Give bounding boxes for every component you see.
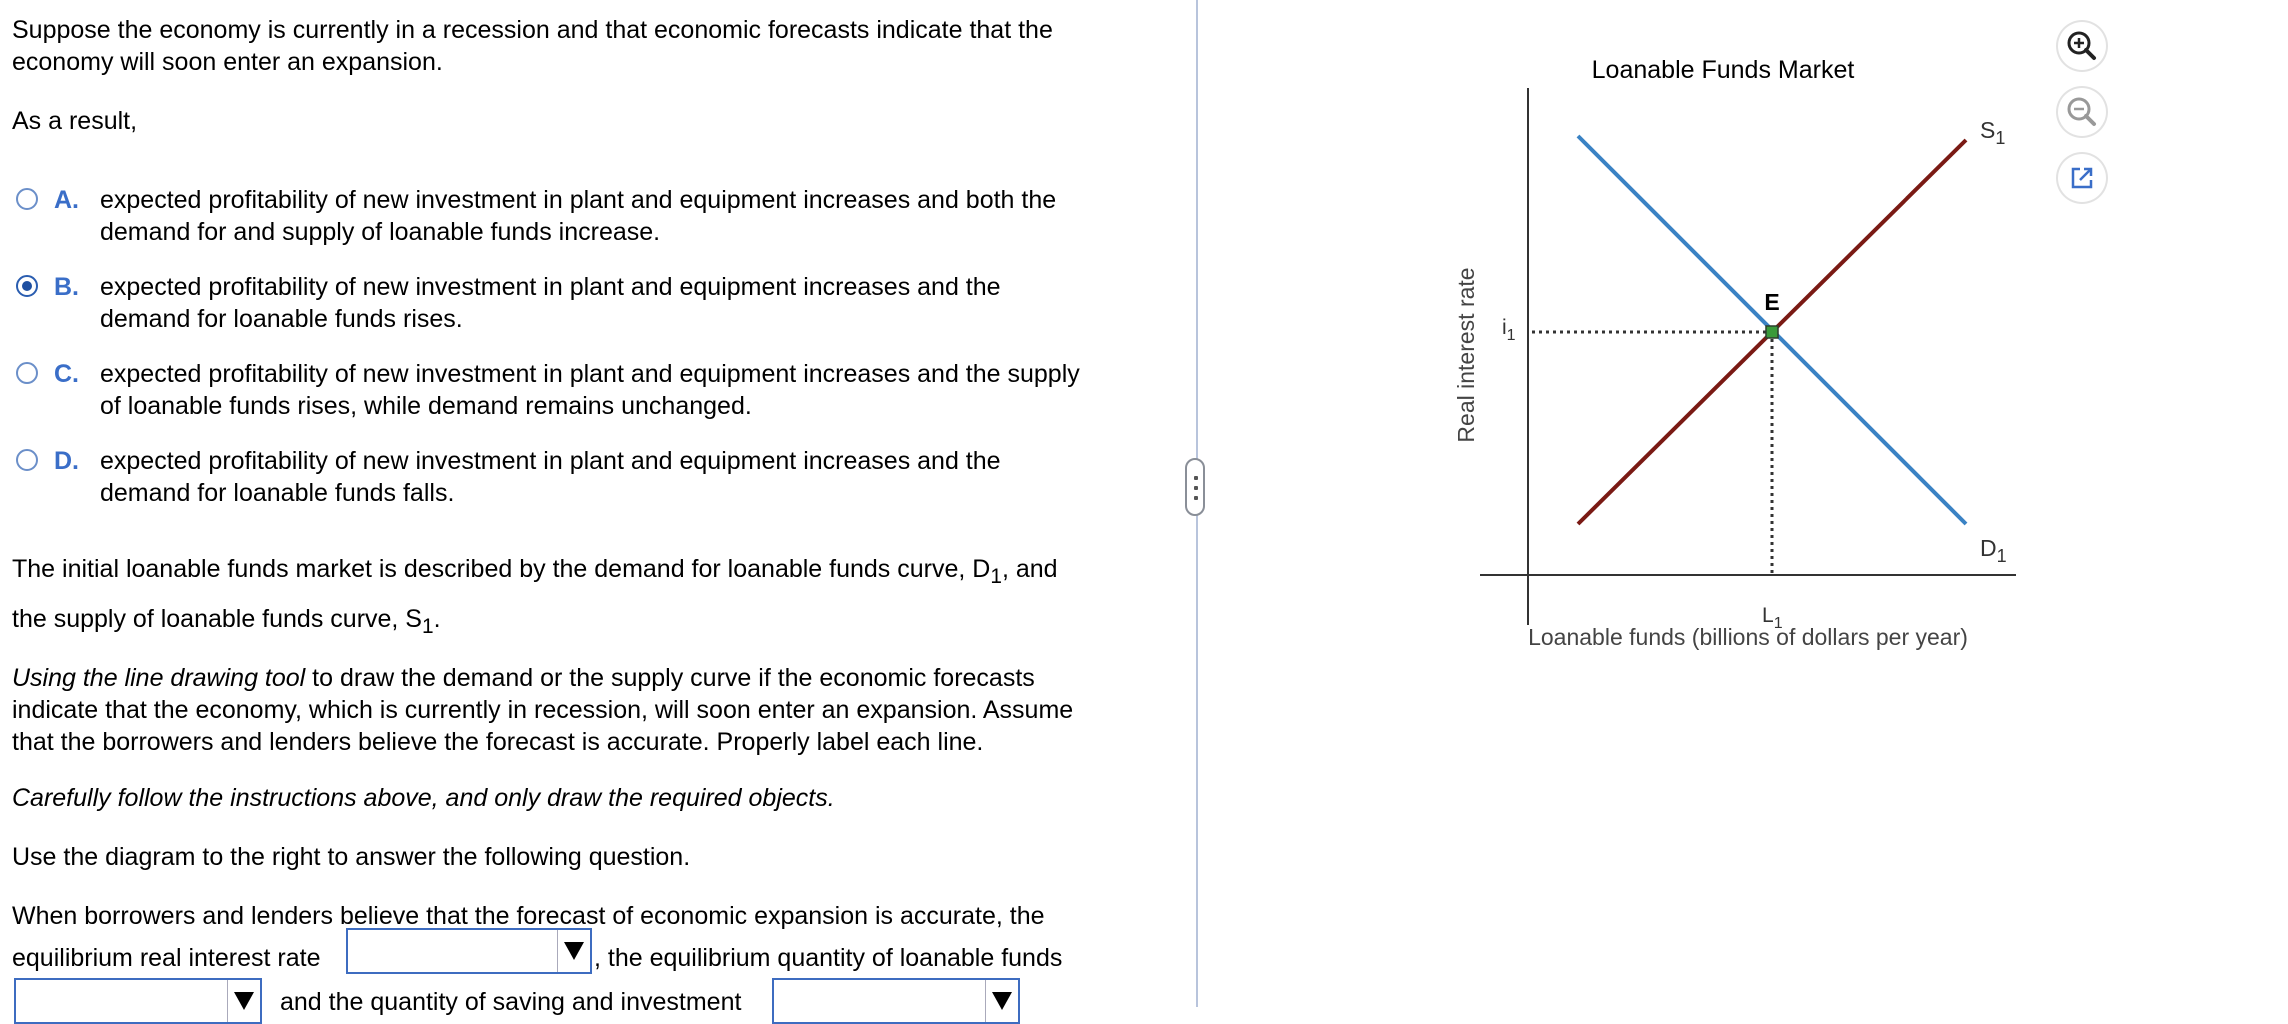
zoom-out-button[interactable] xyxy=(2058,88,2106,136)
graph-title: Loanable Funds Market xyxy=(1592,56,1855,84)
option-b-radio[interactable] xyxy=(16,275,38,297)
option-b-letter: B. xyxy=(54,273,79,301)
dropdown-separator xyxy=(227,980,228,1022)
handle-dot xyxy=(1194,496,1198,500)
dropdown-arrow-icon xyxy=(234,992,254,1010)
label-equilibrium-quantity: , the equilibrium quantity of loanable f… xyxy=(594,944,1063,972)
instructions-text: Using the line drawing tool to draw the … xyxy=(12,664,1074,756)
popout-icon xyxy=(2071,167,2093,189)
handle-dot xyxy=(1194,476,1198,480)
question-panel: Suppose the economy is currently in a re… xyxy=(12,16,1154,1024)
dropdown-separator xyxy=(985,980,986,1022)
zoom-in-button[interactable] xyxy=(2058,22,2106,70)
option-b-text: expected profitability of new investment… xyxy=(100,273,1001,333)
equilibrium-label: E xyxy=(1764,289,1779,315)
question-text: Suppose the economy is currently in a re… xyxy=(12,16,1053,76)
option-d[interactable]: D. expected profitability of new investm… xyxy=(14,445,1154,515)
as-result-text: As a result, xyxy=(12,107,138,135)
dropdown-separator xyxy=(557,930,558,972)
careful-text: Carefully follow the instructions above,… xyxy=(12,784,835,812)
handle-dot xyxy=(1194,486,1198,490)
option-b[interactable]: B. expected profitability of new investm… xyxy=(14,271,1154,341)
demand-label: D1 xyxy=(1980,535,2007,566)
option-c-text: expected profitability of new investment… xyxy=(100,360,1080,420)
panel-resize-handle[interactable] xyxy=(1185,458,1205,516)
supply-label: S1 xyxy=(1980,117,2005,148)
zoom-in-icon xyxy=(2067,31,2096,60)
option-d-text: expected profitability of new investment… xyxy=(100,447,1001,507)
option-d-letter: D. xyxy=(54,447,79,475)
option-d-radio[interactable] xyxy=(16,449,38,471)
option-a-text: expected profitability of new investment… xyxy=(100,186,1057,246)
option-c-radio[interactable] xyxy=(16,362,38,384)
dropdown-arrow-icon xyxy=(564,942,584,960)
y-axis-label: Real interest rate xyxy=(1453,267,1479,442)
interest-rate-label: i1 xyxy=(1502,316,1516,344)
equilibrium-point[interactable] xyxy=(1765,325,1779,339)
label-equilibrium-rate: equilibrium real interest rate xyxy=(12,944,321,972)
option-a-letter: A. xyxy=(54,186,79,214)
quantity-label: L1 xyxy=(1762,604,1783,632)
fill-in-line1: When borrowers and lenders believe that … xyxy=(12,902,1045,930)
market-description: The initial loanable funds market is des… xyxy=(12,555,1058,638)
option-a[interactable]: A. expected profitability of new investm… xyxy=(14,184,1154,254)
option-c[interactable]: C. expected profitability of new investm… xyxy=(14,358,1154,428)
use-diagram-text: Use the diagram to the right to answer t… xyxy=(12,843,691,871)
equilibrium-rate-dropdown[interactable] xyxy=(346,928,592,974)
dropdown-arrow-icon xyxy=(992,992,1012,1010)
option-c-letter: C. xyxy=(54,360,79,388)
x-axis-label: Loanable funds (billions of dollars per … xyxy=(1528,624,1968,650)
zoom-out-icon xyxy=(2067,97,2096,126)
option-a-radio[interactable] xyxy=(16,188,38,210)
popout-button[interactable] xyxy=(2058,154,2106,202)
